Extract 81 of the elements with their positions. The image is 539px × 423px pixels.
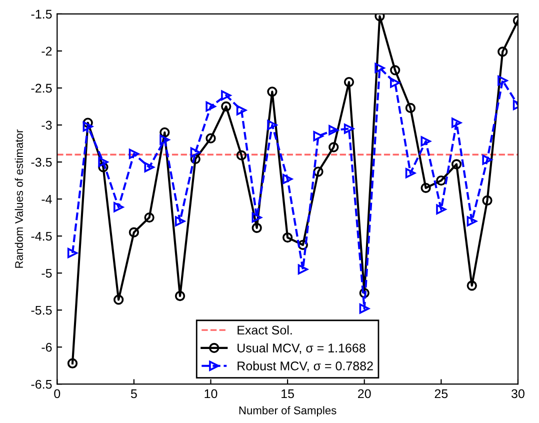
legend-label: Robust MCV, σ = 0.7882 — [238, 361, 373, 372]
x-axis-title: Number of Samples — [239, 406, 336, 417]
point — [328, 142, 339, 152]
point — [128, 227, 140, 238]
x-tick-label: 25 — [434, 389, 448, 398]
point — [374, 62, 385, 74]
point — [174, 216, 186, 226]
point — [206, 101, 216, 112]
point — [267, 120, 278, 130]
y-tick-label: -1.5 — [31, 10, 52, 19]
point — [436, 175, 446, 186]
point — [498, 76, 508, 86]
point — [328, 125, 339, 136]
y-tick-label: -2.5 — [31, 84, 52, 93]
point — [451, 159, 462, 170]
point — [174, 290, 186, 302]
point — [359, 288, 370, 298]
y-axis-title: Random Values of estimator — [14, 130, 23, 268]
legend-label: Exact Sol. — [238, 325, 292, 335]
point — [128, 148, 140, 159]
y-tick-label: -2 — [42, 46, 52, 56]
point — [344, 76, 354, 88]
point — [436, 204, 446, 214]
point — [221, 90, 232, 100]
point — [67, 248, 78, 258]
x-tick-label: 0 — [54, 389, 60, 398]
point — [144, 162, 154, 172]
point — [252, 212, 262, 223]
point — [282, 232, 293, 243]
point — [160, 127, 170, 138]
point — [267, 86, 278, 97]
y-tick-label: -5.5 — [31, 306, 52, 315]
point — [482, 195, 492, 206]
x-tick-label: 5 — [130, 389, 137, 398]
point — [298, 240, 308, 250]
point — [67, 358, 78, 368]
y-tick-label: -6 — [42, 342, 52, 352]
y-tick-label: -5 — [42, 268, 52, 278]
point — [359, 304, 370, 314]
point — [236, 150, 247, 160]
point — [160, 134, 170, 145]
point — [144, 212, 154, 223]
y-tick-label: -4.5 — [31, 232, 52, 241]
point — [466, 216, 477, 226]
point — [420, 136, 431, 146]
point — [344, 124, 354, 134]
x-tick-label: 15 — [282, 389, 294, 398]
point — [98, 156, 108, 168]
y-tick-label: -3.5 — [31, 158, 52, 167]
x-tick-label: 20 — [358, 389, 371, 398]
point — [98, 162, 108, 172]
point — [498, 46, 508, 57]
y-tick-label: -3 — [42, 120, 52, 130]
point — [190, 154, 200, 164]
point — [298, 264, 308, 274]
y-tick-label: -4 — [42, 194, 52, 204]
point — [390, 65, 400, 76]
point — [282, 174, 293, 184]
x-tick-label: 30 — [512, 389, 524, 398]
point — [82, 118, 93, 128]
point — [252, 222, 262, 233]
point — [482, 154, 492, 165]
point — [374, 14, 385, 22]
point — [466, 280, 477, 291]
y-tick-label: -6.5 — [31, 380, 52, 389]
point — [206, 133, 216, 144]
point — [313, 166, 324, 177]
point — [420, 182, 431, 193]
point — [221, 101, 232, 112]
x-tick-label: 10 — [204, 389, 218, 398]
point — [190, 147, 200, 158]
point — [236, 105, 247, 116]
point — [405, 102, 416, 114]
point — [313, 131, 324, 142]
point — [405, 168, 416, 178]
point — [390, 78, 400, 88]
legend-label: Usual MCV, σ = 1.1668 — [238, 343, 366, 354]
point — [82, 121, 93, 132]
point — [114, 294, 124, 305]
point — [451, 118, 462, 128]
point — [114, 202, 124, 212]
